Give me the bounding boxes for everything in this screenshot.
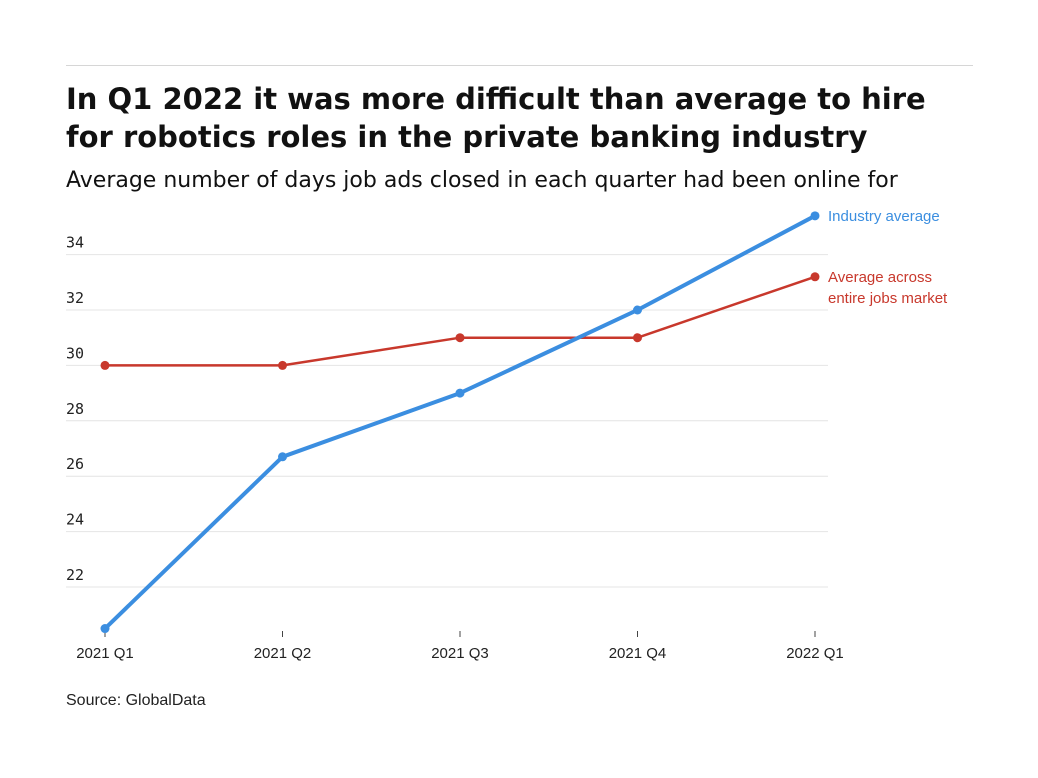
series-group <box>100 211 820 634</box>
chart-subtitle: Average number of days job ads closed in… <box>66 168 898 193</box>
series-line-industry-average <box>103 213 817 631</box>
x-tick-label: 2021 Q3 <box>431 645 489 662</box>
data-point-industry-average <box>810 211 820 221</box>
data-point-industry-average <box>633 305 642 315</box>
y-tick-label: 22 <box>66 566 84 584</box>
data-point-average-across-entire-jobs-market <box>278 360 287 370</box>
y-tick-label: 30 <box>66 344 84 362</box>
x-tick-label: 2021 Q1 <box>76 645 134 662</box>
source-note: Source: GlobalData <box>66 692 206 709</box>
data-point-industry-average <box>455 388 465 398</box>
data-point-average-across-entire-jobs-market <box>455 333 465 343</box>
y-tick-label: 28 <box>66 400 84 418</box>
x-tick-label: 2021 Q2 <box>254 645 312 662</box>
chart-title: In Q1 2022 it was more difficult than av… <box>66 82 926 154</box>
y-tick-label: 24 <box>66 511 84 529</box>
top-divider <box>66 65 973 66</box>
x-axis: 2021 Q1 2021 Q2 2021 Q3 2021 Q4 2022 Q1 <box>76 631 844 662</box>
series-label-line: entire jobs market <box>828 290 948 307</box>
gridlines <box>66 254 828 588</box>
series-label-average-across-entire-jobs-market: Average across entire jobs market <box>828 269 948 307</box>
data-point-average-across-entire-jobs-market <box>100 360 110 370</box>
series-label-line: Industry average <box>828 208 940 225</box>
data-point-industry-average <box>278 452 287 462</box>
series-label-line: Average across <box>828 269 932 286</box>
y-tick-label: 26 <box>66 455 84 473</box>
series-line-average-across-entire-jobs-market <box>103 275 817 367</box>
y-tick-label: 34 <box>66 234 84 252</box>
data-point-average-across-entire-jobs-market <box>633 333 642 343</box>
y-tick-label: 32 <box>66 289 84 307</box>
y-axis: 22 24 26 28 30 32 34 <box>66 234 84 584</box>
x-tick-label: 2021 Q4 <box>609 645 667 662</box>
data-point-industry-average <box>100 624 110 634</box>
series-label-industry-average: Industry average <box>828 208 940 225</box>
data-point-average-across-entire-jobs-market <box>810 272 820 282</box>
x-tick-label: 2022 Q1 <box>786 645 844 662</box>
series-labels: Industry average Average across entire job… <box>828 208 948 307</box>
